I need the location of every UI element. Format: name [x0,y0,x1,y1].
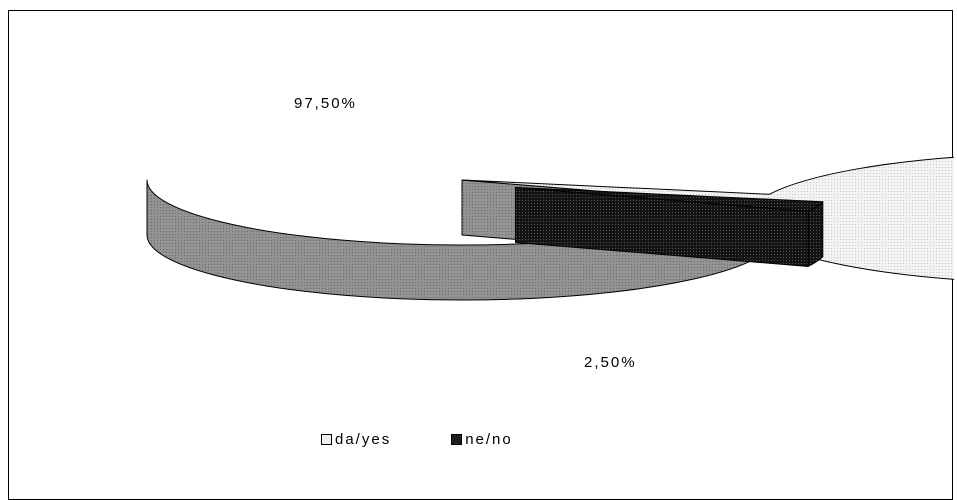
legend-item-no: ne/no [451,431,513,448]
pie-chart: 97,50% 2,50% [146,95,954,371]
pie-side-no [807,201,824,267]
legend-item-yes: da/yes [321,431,391,448]
data-label-yes: 97,50% [294,95,357,112]
legend-label-no: ne/no [465,431,513,448]
data-label-no: 2,50% [584,354,637,371]
pie-slice-yes [461,156,954,280]
legend: da/yes ne/no [321,431,513,448]
legend-label-yes: da/yes [335,431,392,448]
legend-swatch-no [451,434,463,445]
chart-area: 97,50% 2,50% da/yes ne/no [8,10,954,500]
pie-slice-no [514,186,824,212]
legend-swatch-yes [321,434,332,445]
